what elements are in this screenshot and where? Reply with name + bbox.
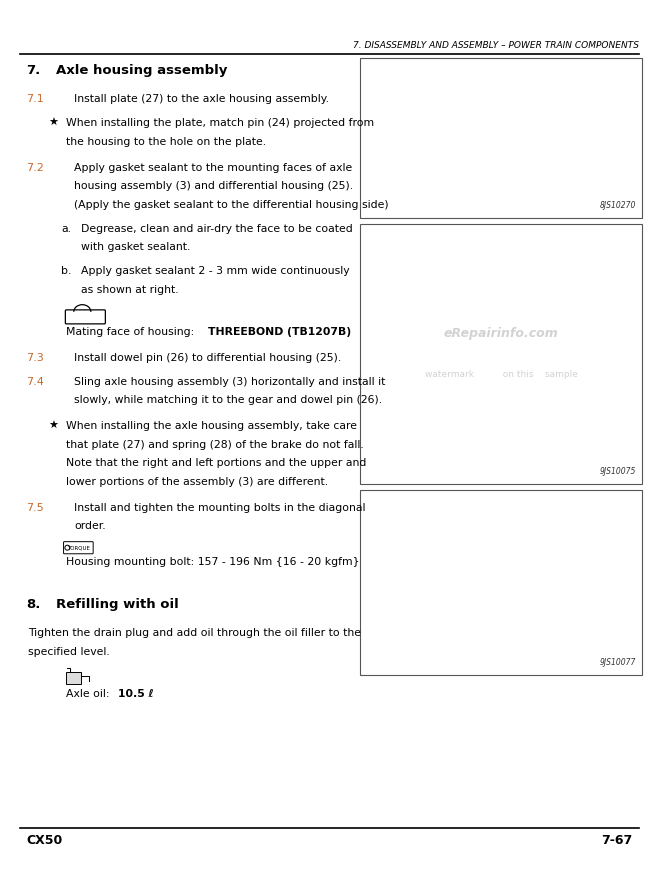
Text: 7.: 7.	[26, 64, 41, 77]
Text: 8JS10270: 8JS10270	[600, 201, 636, 210]
Text: 7.1: 7.1	[26, 94, 44, 104]
Text: the housing to the hole on the plate.: the housing to the hole on the plate.	[67, 137, 266, 147]
Text: Degrease, clean and air-dry the face to be coated: Degrease, clean and air-dry the face to …	[81, 223, 353, 234]
Bar	[67, 671, 81, 684]
Text: order.: order.	[74, 521, 106, 531]
Text: Sling axle housing assembly (3) horizontally and install it: Sling axle housing assembly (3) horizont…	[74, 377, 386, 387]
Text: b.: b.	[61, 266, 72, 276]
Text: 7.5: 7.5	[26, 503, 44, 512]
Text: as shown at right.: as shown at right.	[81, 285, 179, 295]
Text: 8.: 8.	[26, 598, 41, 611]
Text: 7.3: 7.3	[26, 353, 44, 363]
Text: TORQUE: TORQUE	[67, 545, 90, 550]
FancyBboxPatch shape	[63, 541, 93, 553]
Text: CX50: CX50	[26, 834, 63, 847]
Text: 9JS10077: 9JS10077	[600, 658, 636, 667]
Text: Tighten the drain plug and add oil through the oil filler to the: Tighten the drain plug and add oil throu…	[28, 629, 361, 638]
Text: with gasket sealant.: with gasket sealant.	[81, 242, 190, 252]
FancyBboxPatch shape	[65, 310, 105, 324]
Text: Install dowel pin (26) to differential housing (25).: Install dowel pin (26) to differential h…	[74, 353, 341, 363]
Text: Apply gasket sealant to the mounting faces of axle: Apply gasket sealant to the mounting fac…	[74, 162, 353, 173]
Text: 9JS10075: 9JS10075	[600, 467, 636, 476]
Text: slowly, while matching it to the gear and dowel pin (26).: slowly, while matching it to the gear an…	[74, 395, 382, 405]
Text: specified level.: specified level.	[28, 647, 110, 656]
Text: watermark          on this    sample: watermark on this sample	[424, 370, 577, 380]
Text: Apply gasket sealant 2 - 3 mm wide continuously: Apply gasket sealant 2 - 3 mm wide conti…	[81, 266, 350, 276]
Bar	[360, 58, 642, 218]
Text: 7-67: 7-67	[602, 834, 633, 847]
Text: a.: a.	[61, 223, 71, 234]
Text: that plate (27) and spring (28) of the brake do not fall.: that plate (27) and spring (28) of the b…	[67, 440, 364, 450]
Bar	[360, 224, 642, 485]
Text: Note that the right and left portions and the upper and: Note that the right and left portions an…	[67, 458, 367, 468]
Text: Axle oil:: Axle oil:	[67, 689, 113, 698]
Text: Install plate (27) to the axle housing assembly.: Install plate (27) to the axle housing a…	[74, 94, 330, 104]
Text: 7.4: 7.4	[26, 377, 44, 387]
Text: Mating face of housing:: Mating face of housing:	[67, 327, 198, 337]
Text: When installing the plate, match pin (24) projected from: When installing the plate, match pin (24…	[67, 118, 374, 128]
Text: 10.5 ℓ: 10.5 ℓ	[119, 689, 154, 698]
Text: Axle housing assembly: Axle housing assembly	[57, 64, 228, 77]
Text: 7.2: 7.2	[26, 162, 44, 173]
Text: Refilling with oil: Refilling with oil	[57, 598, 179, 611]
Text: (Apply the gasket sealant to the differential housing side): (Apply the gasket sealant to the differe…	[74, 200, 389, 210]
Bar	[360, 490, 642, 675]
Text: 7. DISASSEMBLY AND ASSEMBLY – POWER TRAIN COMPONENTS: 7. DISASSEMBLY AND ASSEMBLY – POWER TRAI…	[353, 41, 639, 50]
Text: ★: ★	[48, 422, 59, 431]
Text: ★: ★	[48, 118, 59, 128]
Text: Housing mounting bolt: 157 - 196 Nm {16 - 20 kgfm}: Housing mounting bolt: 157 - 196 Nm {16 …	[67, 558, 360, 567]
Text: Install and tighten the mounting bolts in the diagonal: Install and tighten the mounting bolts i…	[74, 503, 366, 512]
Text: housing assembly (3) and differential housing (25).: housing assembly (3) and differential ho…	[74, 181, 353, 191]
Text: When installing the axle housing assembly, take care: When installing the axle housing assembl…	[67, 422, 357, 431]
Text: lower portions of the assembly (3) are different.: lower portions of the assembly (3) are d…	[67, 477, 328, 487]
Text: eRepairinfo.com: eRepairinfo.com	[444, 327, 558, 340]
Text: THREEBOND (TB1207B): THREEBOND (TB1207B)	[208, 327, 351, 337]
